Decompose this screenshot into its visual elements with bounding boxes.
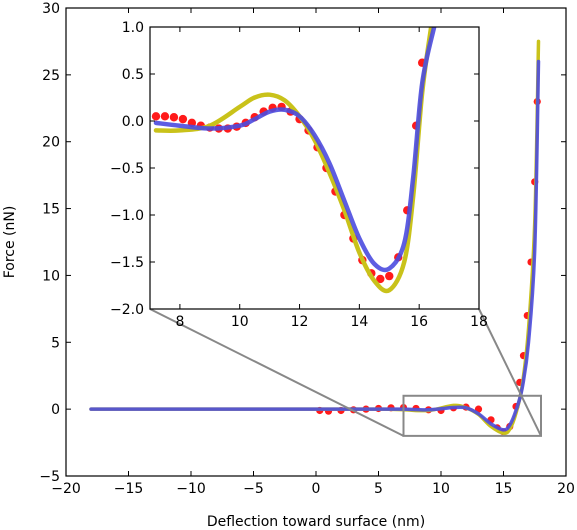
y-axis-label: Force (nN) [2,206,18,279]
main-xtick-label: −20 [51,481,81,497]
inset-series-yellow-line [153,27,434,294]
inset-ytick-label: −1.0 [110,208,144,224]
inset-plot: 8 10 12 14 16 18 −2.0 −1.5 −1.0 −0.5 0.0 0.5 1.0 [110,20,488,330]
main-xtick-label: −5 [243,481,264,497]
inset-xtick-label: 8 [175,314,184,330]
main-ytick-label: 25 [42,68,60,84]
inset-marker-red [385,271,394,281]
main-ytick-label: 0 [51,402,60,418]
x-axis-label: Deflection toward surface (nm) [207,514,425,530]
inset-marker-red [160,112,170,121]
inset-marker-red [376,274,385,284]
inset-ytick-label: −2.0 [110,302,144,318]
main-ytick-label: 15 [42,202,60,218]
zoom-connector-left [149,308,404,437]
main-series-group [89,39,541,436]
main-xtick-label: 10 [432,481,450,497]
inset-xtick-label: 12 [291,314,309,330]
main-ytick-label: 5 [51,335,60,351]
inset-ytick-label: 1.0 [122,20,144,36]
main-xtick-label: 15 [495,481,513,497]
main-xtick-label: 5 [374,481,383,497]
zoom-rectangle [402,394,542,437]
main-xtick-label: 20 [557,481,575,497]
inset-ytick-label: −1.5 [110,255,144,271]
inset-xtick-label: 10 [231,314,249,330]
main-xtick-label: −15 [114,481,144,497]
inset-background [150,27,479,309]
main-xtick-label: 0 [312,481,321,497]
inset-ytick-label: 0.0 [122,114,144,130]
inset-ytick-label: −0.5 [110,161,144,177]
zoom-connector-right [478,308,542,437]
inset-marker-red [178,114,188,124]
main-ytick-label: 10 [42,268,60,284]
main-series-blue-line [89,59,541,432]
inset-xtick-label: 14 [350,314,368,330]
inset-series-blue-line [153,27,437,273]
inset-xtick-label: 18 [470,314,488,330]
main-ytick-label: 20 [42,135,60,151]
inset-marker-red [169,113,179,122]
main-plot: −20 −15 −10 −5 0 5 10 15 20 −5 0 5 10 15 20 25 30 [39,1,575,497]
inset-marker-red [151,112,161,121]
inset-series-group [151,27,437,294]
main-xtick-label: −10 [176,481,206,497]
inset-xtick-label: 16 [410,314,428,330]
inset-ytick-label: 0.5 [122,67,144,83]
main-ytick-label: 30 [42,1,60,17]
main-ytick-label: −5 [39,469,60,485]
